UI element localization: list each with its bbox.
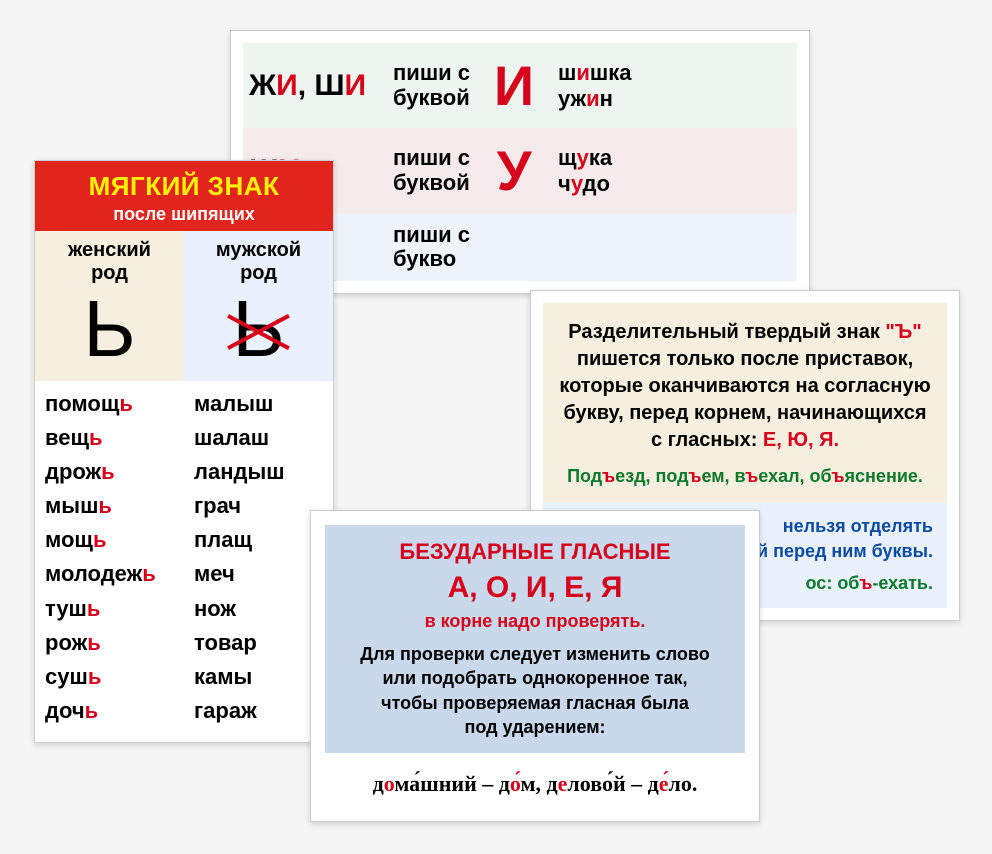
card-soft-sign: МЯГКИЙ ЗНАК после шипящих женскийрод Ь м… (34, 160, 334, 743)
zhi-mid: пиши сбуквой (393, 146, 470, 194)
masc-head: мужскойрод (188, 239, 329, 285)
list-item: нож (194, 592, 323, 626)
list-item: рожь (45, 626, 174, 660)
list-item: молодежь (45, 557, 174, 591)
list-item: гараж (194, 694, 323, 728)
vowel-examples: дома́шний – до́м, делово́й – де́ло. (325, 753, 745, 807)
zhi-mid: пиши сбуквой (393, 61, 470, 109)
list-item: вещь (45, 421, 174, 455)
list-item: дочь (45, 694, 174, 728)
list-item: грач (194, 489, 323, 523)
hard-rule: Разделительный твердый знак "Ъ" пишется … (543, 303, 947, 502)
soft-gender-heads: женскийрод Ь мужскойрод Ь (35, 231, 333, 381)
hard-examples: Подъезд, подъем, въехал, объяснение. (557, 464, 933, 488)
list-item: мощь (45, 523, 174, 557)
list-item: мышь (45, 489, 174, 523)
fem-head: женскийрод (39, 239, 180, 285)
zhi-examples: щука чудо (558, 145, 612, 196)
soft-col-masc: мужскойрод Ь (184, 231, 333, 381)
vowel-text: Для проверки следует изменить слово или … (345, 642, 725, 739)
soft-header: МЯГКИЙ ЗНАК после шипящих (35, 161, 333, 231)
vowel-title: БЕЗУДАРНЫЕ ГЛАСНЫЕ (345, 539, 725, 565)
card-vowels: БЕЗУДАРНЫЕ ГЛАСНЫЕ А, О, И, Е, Я в корне… (310, 510, 760, 822)
zhi-mid: пиши сбукво (393, 223, 470, 271)
list-item: тушь (45, 592, 174, 626)
soft-col-fem: женскийрод Ь (35, 231, 184, 381)
list-item: шалаш (194, 421, 323, 455)
vowel-rule: БЕЗУДАРНЫЕ ГЛАСНЫЕ А, О, И, Е, Я в корне… (325, 525, 745, 753)
zhi-big-letter: И (484, 53, 544, 118)
list-item: сушь (45, 660, 174, 694)
vowel-sub: в корне надо проверять. (345, 611, 725, 632)
soft-fem-list: помощьвещьдрожьмышьмощьмолодежьтушьрожьс… (35, 381, 184, 742)
list-item: товар (194, 626, 323, 660)
list-item: помощь (45, 387, 174, 421)
soft-sub: после шипящих (39, 204, 329, 225)
zhi-big-letter: У (484, 138, 544, 203)
soft-letter-masc: Ь (232, 285, 285, 375)
list-item: ландыш (194, 455, 323, 489)
soft-letter-fem: Ь (39, 289, 180, 369)
soft-list: помощьвещьдрожьмышьмощьмолодежьтушьрожьс… (35, 381, 333, 742)
zhi-examples: шишка ужин (558, 60, 631, 111)
list-item: дрожь (45, 455, 174, 489)
vowel-letters: А, О, И, Е, Я (345, 571, 725, 605)
zhi-pair: ЖИ, ШИ (249, 69, 379, 103)
list-item: меч (194, 557, 323, 591)
list-item: плащ (194, 523, 323, 557)
zhi-row: ЖИ, ШИ пиши сбуквой И шишка ужин (243, 43, 797, 128)
list-item: малыш (194, 387, 323, 421)
list-item: камы (194, 660, 323, 694)
soft-title: МЯГКИЙ ЗНАК (39, 171, 329, 202)
